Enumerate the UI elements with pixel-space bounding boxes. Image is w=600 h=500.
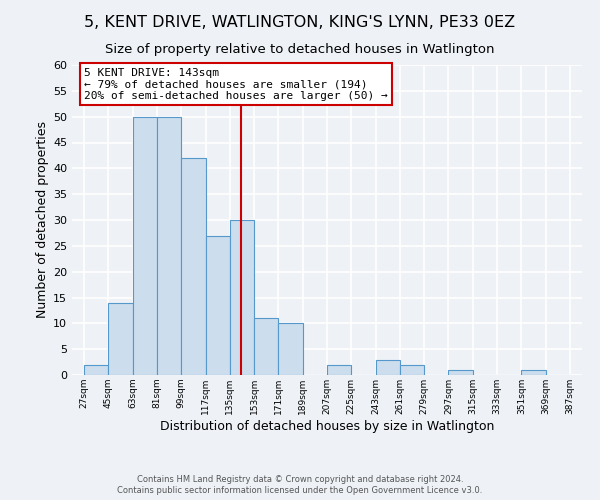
Bar — [448, 370, 473, 375]
Bar — [230, 220, 254, 375]
Bar — [400, 364, 424, 375]
Bar — [206, 236, 230, 375]
Bar — [109, 302, 133, 375]
Y-axis label: Number of detached properties: Number of detached properties — [36, 122, 49, 318]
Text: Size of property relative to detached houses in Watlington: Size of property relative to detached ho… — [105, 42, 495, 56]
Bar — [157, 116, 181, 375]
Bar — [84, 364, 109, 375]
Bar — [327, 364, 351, 375]
Bar — [133, 116, 157, 375]
X-axis label: Distribution of detached houses by size in Watlington: Distribution of detached houses by size … — [160, 420, 494, 432]
Text: 5, KENT DRIVE, WATLINGTON, KING'S LYNN, PE33 0EZ: 5, KENT DRIVE, WATLINGTON, KING'S LYNN, … — [85, 15, 515, 30]
Text: 5 KENT DRIVE: 143sqm
← 79% of detached houses are smaller (194)
20% of semi-deta: 5 KENT DRIVE: 143sqm ← 79% of detached h… — [84, 68, 388, 101]
Bar — [521, 370, 545, 375]
Text: Contains HM Land Registry data © Crown copyright and database right 2024.: Contains HM Land Registry data © Crown c… — [137, 475, 463, 484]
Bar — [181, 158, 206, 375]
Text: Contains public sector information licensed under the Open Government Licence v3: Contains public sector information licen… — [118, 486, 482, 495]
Bar — [278, 324, 303, 375]
Bar — [376, 360, 400, 375]
Bar — [254, 318, 278, 375]
